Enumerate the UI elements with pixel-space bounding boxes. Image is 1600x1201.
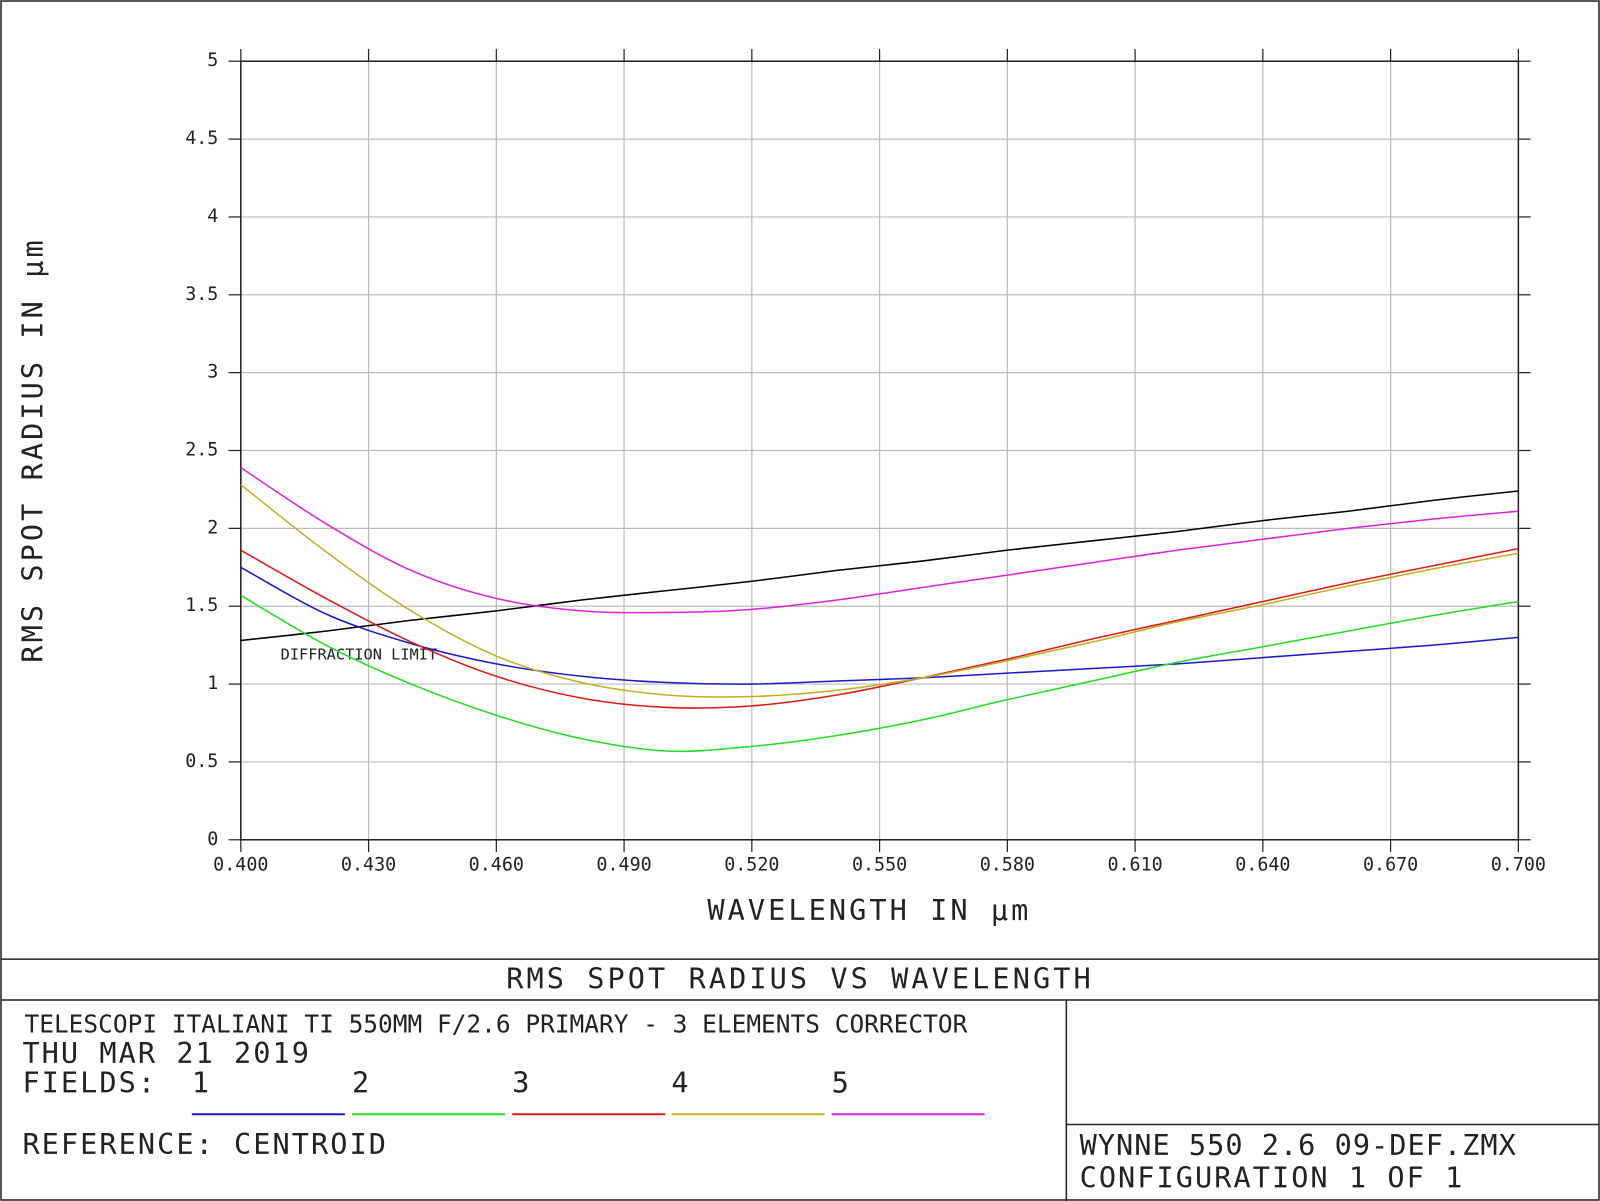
- x-tick-label: 0.430: [341, 854, 396, 875]
- y-tick-label: 4: [207, 206, 218, 227]
- chart-title: RMS SPOT RADIUS VS WAVELENGTH: [506, 962, 1093, 996]
- x-tick-label: 0.400: [213, 854, 268, 875]
- x-axis-label: WAVELENGTH IN µm: [707, 893, 1031, 927]
- configuration: CONFIGURATION 1 OF 1: [1080, 1161, 1465, 1195]
- date: THU MAR 21 2019: [22, 1036, 311, 1070]
- y-tick-label: 5: [207, 50, 218, 71]
- series-line: [240, 466, 1519, 614]
- x-tick-label: 0.550: [852, 854, 907, 875]
- y-tick-label: 2: [207, 517, 218, 538]
- y-tick-label: 0: [207, 829, 218, 850]
- plot-frame: [240, 60, 1520, 841]
- x-tick-label: 0.520: [724, 854, 779, 875]
- series-line: [240, 594, 1519, 753]
- y-tick-label: 4.5: [185, 128, 218, 149]
- legend-label: 2: [352, 1066, 369, 1100]
- x-tick-label: 0.610: [1107, 854, 1162, 875]
- y-tick-label: 3: [207, 362, 218, 383]
- legend-title: FIELDS:: [22, 1066, 157, 1100]
- y-tick-label: 3.5: [185, 284, 218, 305]
- x-tick-label: 0.490: [596, 854, 651, 875]
- y-tick-label: 0.5: [185, 751, 218, 772]
- legend-label: 4: [671, 1066, 688, 1100]
- x-tick-label: 0.700: [1491, 854, 1546, 875]
- series-line: [240, 484, 1519, 698]
- reference: REFERENCE: CENTROID: [22, 1127, 388, 1161]
- y-tick-label: 1: [207, 673, 218, 694]
- lens-description: TELESCOPI ITALIANI TI 550MM F/2.6 PRIMAR…: [24, 1009, 967, 1038]
- legend-label: 3: [512, 1066, 529, 1100]
- legend-label: 5: [832, 1066, 849, 1100]
- file-name: WYNNE 550 2.6 09-DEF.ZMX: [1080, 1128, 1517, 1162]
- x-tick-label: 0.580: [980, 854, 1035, 875]
- y-tick-label: 1.5: [185, 595, 218, 616]
- x-tick-label: 0.670: [1363, 854, 1418, 875]
- annotation: DIFFRACTION LIMIT: [281, 646, 438, 664]
- series-line: [240, 566, 1519, 685]
- series-line: [240, 490, 1519, 642]
- legend-label: 1: [192, 1066, 209, 1100]
- x-tick-label: 0.460: [469, 854, 524, 875]
- series-line: [240, 547, 1519, 709]
- x-tick-label: 0.640: [1235, 854, 1290, 875]
- y-axis-label: RMS SPOT RADIUS IN µm: [16, 237, 50, 662]
- y-tick-label: 2.5: [185, 440, 218, 461]
